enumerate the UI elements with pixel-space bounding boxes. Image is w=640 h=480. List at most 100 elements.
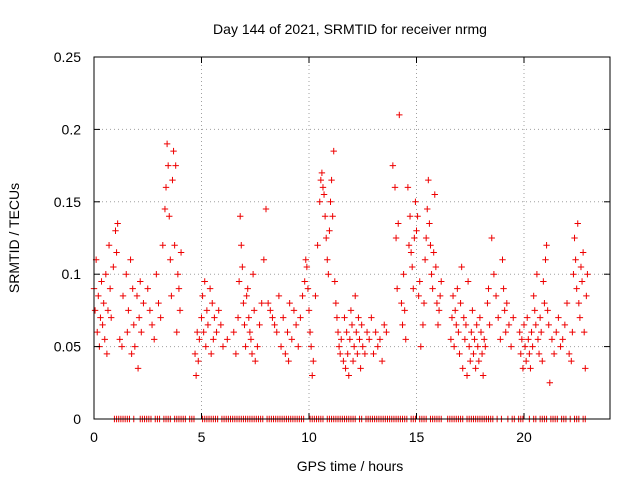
data-point — [518, 336, 526, 343]
data-point — [450, 343, 458, 350]
data-point — [429, 285, 436, 292]
data-point — [467, 357, 474, 365]
data-point — [306, 328, 314, 336]
data-point — [349, 357, 357, 365]
data-point — [269, 314, 276, 321]
data-point — [280, 314, 287, 321]
data-point — [118, 343, 126, 350]
data-point — [563, 299, 571, 307]
data-point — [219, 343, 227, 350]
data-point — [457, 299, 464, 307]
data-point — [131, 343, 139, 350]
data-point — [134, 365, 142, 372]
data-point — [198, 314, 205, 321]
data-point — [124, 328, 131, 336]
data-point — [237, 213, 244, 220]
data-point — [543, 242, 550, 249]
data-point — [532, 321, 540, 329]
data-point — [144, 285, 151, 292]
data-point — [191, 350, 199, 358]
data-point — [199, 292, 206, 300]
data-point — [112, 227, 119, 234]
x-tick-label: 20 — [516, 429, 532, 445]
data-point — [410, 285, 417, 292]
data-point — [570, 271, 577, 278]
data-point — [376, 336, 384, 343]
data-point — [544, 307, 551, 314]
data-point — [538, 328, 545, 336]
data-point — [245, 314, 252, 321]
data-point — [105, 242, 113, 249]
data-point — [175, 285, 183, 292]
data-point — [383, 328, 390, 336]
data-point — [137, 278, 144, 285]
data-point — [114, 220, 121, 227]
data-point — [302, 256, 309, 263]
data-point — [343, 328, 350, 336]
data-point — [264, 299, 272, 307]
data-point — [344, 350, 351, 358]
data-point — [474, 343, 481, 350]
data-point — [479, 372, 487, 379]
data-point — [148, 321, 156, 329]
data-point — [481, 336, 488, 343]
data-point — [342, 365, 349, 372]
data-point — [314, 242, 321, 249]
data-point — [516, 328, 523, 336]
data-point — [336, 350, 344, 358]
data-point — [127, 256, 134, 263]
data-point — [196, 336, 203, 343]
data-point — [163, 140, 171, 148]
data-point — [98, 278, 105, 285]
data-point — [584, 271, 591, 278]
data-point — [469, 307, 476, 314]
data-point — [398, 299, 405, 307]
plot-frame — [93, 56, 611, 420]
y-axis-label: SRMTID / TECUs — [6, 183, 22, 293]
data-point — [416, 278, 423, 285]
data-point — [526, 350, 533, 358]
data-point — [417, 343, 424, 350]
data-point — [234, 314, 242, 321]
data-point — [101, 336, 108, 343]
data-point — [500, 285, 507, 292]
data-point — [102, 271, 110, 278]
data-point — [332, 299, 340, 307]
grid-layer — [94, 57, 610, 419]
data-point — [542, 256, 549, 263]
data-point — [359, 343, 366, 350]
data-point — [389, 162, 397, 169]
data-point — [478, 350, 486, 358]
data-point — [319, 184, 327, 191]
data-point — [167, 256, 174, 263]
data-point — [353, 328, 360, 336]
data-point — [571, 234, 578, 242]
data-point — [524, 314, 531, 321]
data-point — [432, 263, 440, 271]
y-tick-label: 0.2 — [62, 121, 82, 137]
data-point — [528, 328, 535, 336]
data-point — [230, 328, 237, 336]
data-point — [246, 328, 254, 336]
data-point — [527, 365, 534, 372]
data-point — [433, 299, 441, 307]
data-point — [490, 271, 498, 278]
data-point — [536, 314, 544, 321]
data-point — [568, 357, 575, 365]
data-point — [541, 299, 548, 307]
data-point — [277, 343, 285, 350]
data-point — [338, 336, 345, 343]
data-point — [519, 365, 527, 372]
data-point — [486, 321, 493, 329]
data-point — [522, 357, 530, 365]
data-point — [334, 328, 342, 336]
data-point — [404, 184, 412, 191]
data-point — [546, 379, 553, 386]
data-point — [240, 299, 247, 307]
data-point — [307, 343, 315, 350]
data-point — [461, 336, 469, 343]
data-point — [123, 271, 130, 278]
data-point — [366, 336, 373, 343]
data-point — [531, 307, 538, 314]
